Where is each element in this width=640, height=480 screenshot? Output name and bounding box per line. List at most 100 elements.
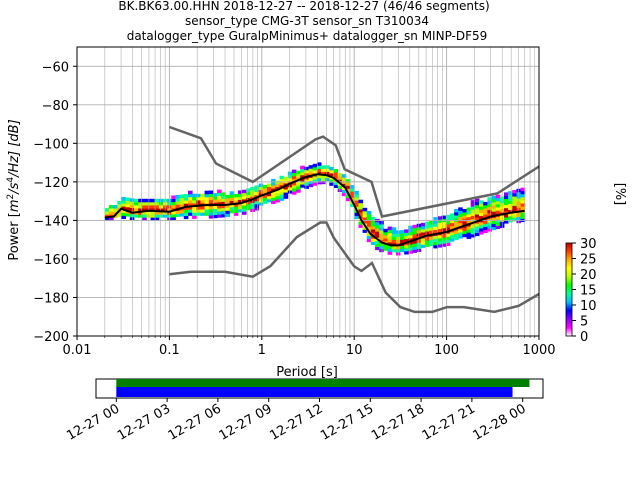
psd-histogram-cell (441, 237, 447, 241)
psd-histogram-cell (150, 211, 156, 215)
psd-histogram-cell (329, 173, 334, 177)
y-axis-ticks: −200 −180 −160 −140 −120 −100 −80 −60 (33, 60, 77, 345)
psd-histogram-cell (512, 208, 517, 212)
colorbar-tick-label: 25 (580, 253, 597, 268)
psd-histogram-cell (449, 231, 455, 236)
psd-histogram-cell (445, 220, 451, 225)
psd-histogram-cell (495, 194, 501, 199)
colorbar-gradient (565, 242, 573, 337)
psd-histogram-cell (412, 240, 418, 244)
psd-histogram-cell (458, 229, 463, 233)
psd-histogram-cell (454, 212, 459, 216)
psd-histogram-cell (242, 202, 247, 206)
psd-histogram-cell (133, 201, 139, 206)
psd-histogram-cell (454, 208, 459, 213)
psd-histogram-cell (483, 223, 488, 227)
psd-histogram-cell (271, 197, 276, 201)
mode-line (104, 173, 525, 247)
psd-histogram-cell (267, 195, 272, 200)
psd-histogram-cell (491, 220, 497, 225)
psd-histogram-cell (142, 201, 147, 206)
colorbar-tick-label: 15 (580, 284, 597, 299)
psd-histogram-cell (121, 215, 126, 219)
y-tick-label: −160 (33, 253, 69, 268)
y-tick-label: −120 (33, 176, 69, 191)
psd-histogram-cell (237, 190, 243, 194)
x-axis-label: Period [s] (276, 365, 338, 380)
psd-histogram-cell (520, 187, 526, 192)
psd-histogram-cell (262, 191, 268, 195)
coverage-tick-label: 12-27 12 (267, 401, 325, 443)
psd-histogram-cell (470, 224, 476, 229)
psd-histogram-cell (495, 197, 501, 202)
psd-histogram-cell (312, 179, 318, 183)
psd-histogram-cell (379, 224, 384, 228)
psd-histogram-cell (300, 178, 305, 182)
psd-histogram-cell (358, 202, 364, 207)
psd-histogram-cell (129, 198, 135, 202)
psd-histogram-cell (142, 208, 147, 212)
psd-histogram-cell (212, 205, 218, 209)
psd-histogram-cell (142, 217, 147, 221)
psd-histogram-cell (121, 203, 126, 207)
psd-histogram-cell (474, 223, 480, 227)
psd-histogram-cell (454, 215, 459, 219)
psd-histogram-cell (279, 178, 285, 183)
psd-histogram-cell (341, 189, 347, 194)
psd-histogram-cell (437, 216, 443, 220)
psd-histogram-cell (445, 214, 451, 219)
psd-histogram-cell (479, 231, 484, 235)
psd-histogram-cell (491, 211, 497, 215)
psd-histogram-cell (379, 233, 384, 237)
psd-histogram-cell (233, 206, 239, 210)
psd-histogram-cell (316, 168, 322, 173)
psd-histogram-cell (233, 197, 239, 201)
psd-histogram-cell (341, 183, 347, 187)
psd-histogram-cell (175, 213, 181, 217)
psd-histogram-cell (437, 219, 443, 223)
psd-histogram-cell (449, 238, 455, 242)
psd-histogram-cell (267, 186, 272, 191)
psd-histogram-cell (179, 209, 185, 214)
psd-histogram-cell (279, 181, 285, 186)
psd-histogram-cell (183, 200, 189, 204)
psd-histogram-cell (375, 228, 380, 232)
psd-histogram-cell (287, 171, 293, 176)
psd-histogram-cell (412, 227, 418, 232)
psd-histogram-cell (474, 232, 480, 237)
psd-histogram-cell (474, 198, 480, 203)
psd-histogram-cell (404, 251, 409, 255)
psd-histogram-cell (370, 238, 376, 242)
psd-histogram-cell (188, 193, 193, 198)
psd-histogram-cell (400, 248, 405, 253)
psd-histogram-cell (121, 212, 126, 216)
psd-histogram-cell (470, 200, 476, 204)
psd-histogram-cell (271, 200, 276, 204)
psd-histogram-cell (142, 211, 147, 215)
psd-histogram-cell (291, 175, 297, 180)
psd-histogram-cell (188, 200, 193, 204)
title-line-1: BK.BK63.00.HHN 2018-12-27 -- 2018-12-27 … (118, 0, 489, 13)
psd-histogram-cell (420, 225, 426, 230)
coverage-tick-label: 12-27 18 (369, 401, 427, 443)
psd-histogram-cell (200, 196, 205, 201)
psd-histogram-cell (171, 195, 176, 199)
psd-histogram-cell (221, 207, 226, 212)
psd-histogram-cell (437, 237, 443, 242)
psd-histogram-cell (429, 227, 434, 231)
psd-histogram-cell (433, 229, 438, 233)
psd-histogram-cell (483, 214, 488, 218)
psd-histogram-cell (520, 206, 526, 210)
psd-histogram-cell (508, 197, 513, 201)
psd-histogram-cell (508, 203, 513, 207)
psd-histogram-cell (258, 195, 264, 200)
psd-histogram-cell (341, 177, 347, 181)
psd-histogram-cell (192, 215, 197, 219)
psd-histogram-cell (400, 245, 405, 249)
psd-histogram-cell (454, 218, 459, 222)
x-tick-label: 100 (434, 343, 459, 358)
psd-histogram-cell (466, 207, 472, 212)
psd-histogram-cell (204, 206, 210, 210)
psd-histogram-cell (308, 180, 314, 185)
psd-histogram-cell (483, 220, 488, 224)
